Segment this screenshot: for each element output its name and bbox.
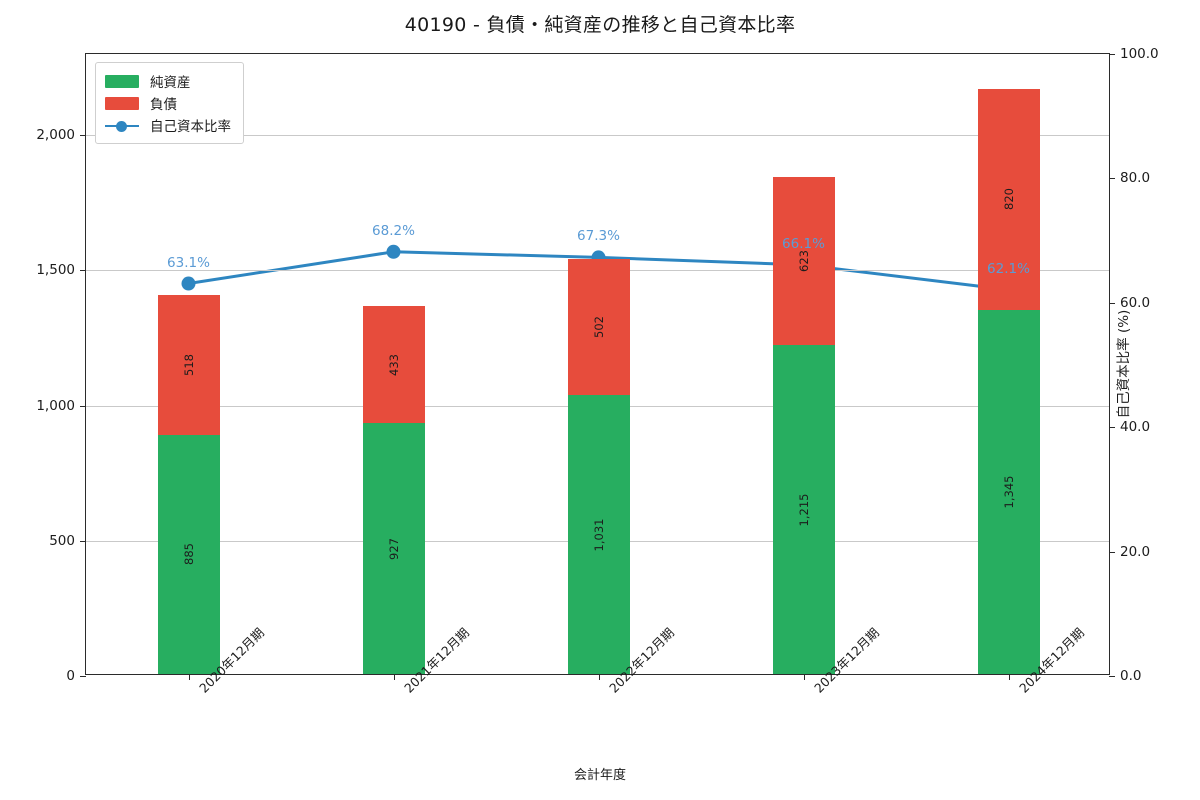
- x-axis-tick-label: 2022年12月期: [604, 625, 677, 696]
- legend-item[interactable]: 負債: [105, 92, 231, 114]
- x-axis-tick-label: 2023年12月期: [809, 625, 882, 696]
- x-axis-tick-label: 2020年12月期: [194, 625, 267, 696]
- bar-value-liability: 820: [1001, 188, 1016, 211]
- y-axis-tick-right: 20.0: [1120, 543, 1151, 560]
- legend-item-label: 負債: [150, 97, 177, 113]
- y-axis-label-right: 自己資本比率 (%): [1116, 309, 1132, 419]
- ratio-marker[interactable]: [386, 244, 401, 259]
- bar-segment-liability[interactable]: 502: [567, 259, 630, 396]
- y-axis-tick-mark-right: [1109, 551, 1115, 553]
- y-axis-tick-left: 0: [66, 668, 75, 684]
- y-axis-tick-mark-left: [80, 540, 86, 542]
- y-axis-tick-left: 1,500: [36, 262, 75, 279]
- chart-title: 40190 - 負債・純資産の推移と自己資本比率: [404, 14, 796, 36]
- bar-segment-equity[interactable]: 1,215: [772, 345, 835, 674]
- ratio-value-label: 67.3%: [577, 228, 620, 245]
- x-axis-tick-mark: [598, 674, 600, 680]
- y-axis-tick-right: 60.0: [1120, 294, 1151, 311]
- y-axis-tick-left: 1,000: [36, 397, 75, 414]
- legend-line-marker-icon: [105, 119, 139, 132]
- ratio-marker[interactable]: [181, 276, 196, 291]
- bar-segment-liability[interactable]: 433: [362, 306, 425, 424]
- y-axis-tick-right: 100.0: [1120, 46, 1159, 62]
- x-axis-tick-mark: [803, 674, 805, 680]
- legend-item[interactable]: 自己資本比率: [105, 114, 231, 136]
- ratio-value-label: 66.1%: [782, 235, 825, 252]
- bar-value-liability: 623: [796, 250, 811, 273]
- legend-swatch-icon: [105, 74, 139, 88]
- x-axis-tick-mark: [1008, 674, 1010, 680]
- bar-value-liability: 518: [181, 353, 196, 376]
- gridline: [86, 135, 1109, 137]
- y-axis-tick-right: 40.0: [1120, 419, 1151, 436]
- x-axis-label: 会計年度: [573, 768, 626, 783]
- bar-value-equity: 927: [386, 537, 401, 560]
- y-axis-tick-left: 2,000: [36, 127, 75, 144]
- bar-segment-equity[interactable]: 885: [157, 434, 220, 674]
- legend-item-label: 純資産: [150, 75, 191, 91]
- y-axis-tick-left: 500: [49, 532, 75, 549]
- legend-item-label: 自己資本比率: [150, 119, 231, 135]
- x-axis-tick-mark: [188, 674, 190, 680]
- y-axis-tick-right: 80.0: [1120, 170, 1151, 187]
- x-axis-tick-label: 2024年12月期: [1014, 625, 1087, 696]
- y-axis-tick-mark-right: [1109, 427, 1115, 429]
- y-axis-tick-mark-left: [80, 676, 86, 677]
- ratio-value-label: 62.1%: [987, 260, 1030, 277]
- chart-legend: 純資産負債自己資本比率: [95, 62, 244, 144]
- bar-value-equity: 1,345: [1001, 475, 1016, 509]
- bar-value-equity: 1,031: [591, 518, 606, 552]
- bar-segment-liability[interactable]: 518: [157, 294, 220, 435]
- y-axis-tick-right: 0.0: [1120, 668, 1142, 684]
- legend-swatch-icon: [105, 96, 139, 110]
- y-axis-tick-mark-left: [80, 135, 86, 137]
- ratio-value-label: 68.2%: [372, 222, 415, 239]
- bar-segment-liability[interactable]: 820: [977, 88, 1040, 311]
- bar-value-equity: 1,215: [796, 493, 811, 527]
- bar-segment-liability[interactable]: 623: [772, 176, 835, 346]
- y-axis-tick-mark-right: [1109, 302, 1115, 304]
- bar-value-liability: 502: [591, 316, 606, 339]
- bar-segment-equity[interactable]: 1,345: [977, 310, 1040, 674]
- x-axis-tick-mark: [393, 674, 395, 680]
- y-axis-tick-mark-left: [80, 270, 86, 272]
- plot-area: 0 500 1,000 1,500 2,000 0.0 20.0 40.0 60.0 80.0 10…: [36, 46, 1158, 684]
- legend-item[interactable]: 純資産: [105, 70, 231, 92]
- bar-segment-equity[interactable]: 927: [362, 423, 425, 674]
- y-axis-tick-mark-right: [1109, 54, 1115, 55]
- y-axis-tick-mark-right: [1109, 178, 1115, 180]
- y-axis-tick-mark-left: [80, 405, 86, 407]
- x-axis-tick-label: 2021年12月期: [399, 625, 472, 696]
- y-axis-tick-mark-right: [1109, 676, 1115, 677]
- bar-value-liability: 433: [386, 353, 401, 376]
- bar-value-equity: 885: [181, 543, 196, 566]
- bar-segment-equity[interactable]: 1,031: [567, 395, 630, 674]
- ratio-value-label: 63.1%: [167, 254, 210, 271]
